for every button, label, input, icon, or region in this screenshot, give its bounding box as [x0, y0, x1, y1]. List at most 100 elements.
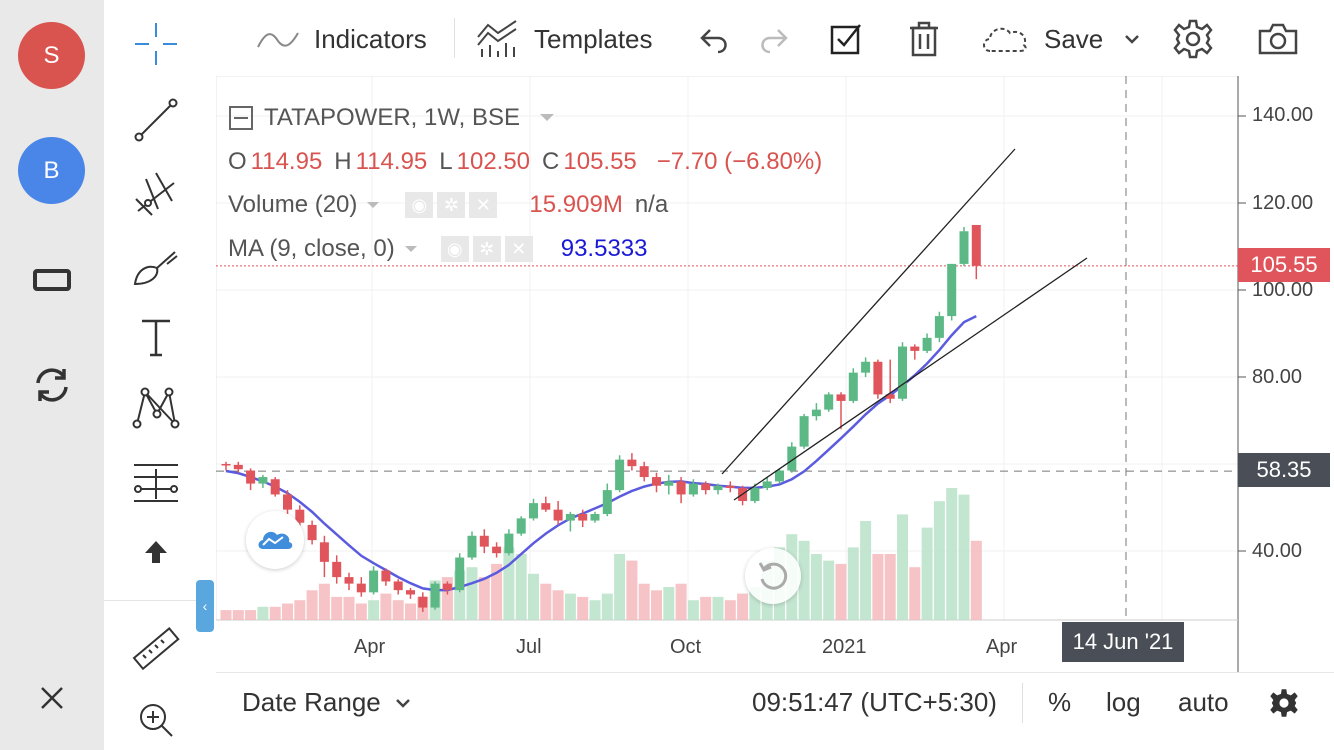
y-tick-label: 40.00 — [1252, 540, 1303, 562]
chart-settings-button[interactable] — [1268, 687, 1300, 726]
volume-bar — [847, 547, 859, 620]
candle-body — [947, 263, 957, 317]
volume-bar — [638, 583, 650, 620]
volume-bar — [909, 567, 921, 620]
save-dropdown-button[interactable] — [1122, 14, 1142, 64]
date-range-label: Date Range — [242, 687, 381, 717]
collapse-toolbar-button[interactable]: ‹ — [196, 580, 214, 632]
volume-bar — [466, 567, 478, 620]
select-button[interactable] — [828, 14, 864, 64]
screenshot-button[interactable] — [1256, 14, 1300, 64]
brush-icon[interactable] — [126, 237, 186, 297]
candle-body — [541, 503, 551, 510]
gear-icon — [1270, 689, 1298, 717]
volume-bar — [958, 494, 970, 620]
close-icon[interactable] — [22, 668, 82, 728]
candle-body — [836, 394, 846, 401]
candle-body — [873, 361, 883, 395]
gear-icon[interactable]: ✲ — [437, 192, 466, 218]
candle-body — [725, 485, 735, 488]
candle-body — [319, 542, 329, 562]
pitchfork-icon[interactable] — [126, 163, 186, 223]
volume-bar — [269, 606, 281, 620]
crosshair-icon[interactable] — [126, 14, 186, 74]
symbol-legend[interactable]: TATAPOWER, 1W, BSE — [228, 104, 556, 132]
close-icon[interactable]: ✕ — [469, 192, 498, 218]
x-tick-label: Oct — [670, 636, 702, 658]
ma-study-label: MA (9, close, 0) — [228, 235, 395, 262]
templates-icon — [477, 20, 517, 57]
trendline-icon[interactable] — [126, 90, 186, 150]
date-range-button[interactable]: Date Range — [242, 687, 413, 718]
volume-bar — [798, 540, 810, 620]
settings-button[interactable] — [1172, 14, 1214, 64]
indicators-button[interactable]: Indicators — [256, 14, 427, 64]
eye-icon[interactable]: ◉ — [440, 236, 469, 262]
redo-button[interactable] — [758, 14, 790, 64]
y-tick-label: 120.00 — [1252, 192, 1314, 214]
percent-scale-button[interactable]: % — [1048, 687, 1072, 717]
chevron-down-icon[interactable] — [403, 244, 419, 254]
volume-bar — [220, 610, 232, 620]
eye-icon[interactable]: ◉ — [405, 192, 434, 218]
x-tick-label: Apr — [354, 636, 386, 658]
text-icon[interactable] — [126, 307, 186, 367]
candle-body — [492, 546, 502, 554]
volume-bar — [318, 583, 330, 620]
volume-bar — [687, 600, 699, 620]
candle-body — [295, 509, 305, 523]
collapse-legend-icon[interactable] — [228, 105, 254, 131]
ma-legend[interactable]: MA (9, close, 0) ◉ ✲ ✕ 93.5333 — [228, 235, 648, 263]
candle-body — [885, 394, 895, 399]
volume-bar — [331, 596, 343, 620]
fib-icon[interactable] — [126, 452, 186, 512]
tradingview-logo[interactable] — [246, 511, 304, 569]
chevron-down-icon[interactable] — [365, 200, 381, 210]
undo-button[interactable] — [698, 14, 730, 64]
volume-bar — [884, 554, 896, 620]
candle-body — [627, 459, 637, 467]
log-scale-button[interactable]: log — [1106, 687, 1141, 717]
gear-icon[interactable]: ✲ — [472, 236, 501, 262]
crosshair-date-tag: 14 Jun '21 — [1062, 622, 1184, 662]
volume-bar — [454, 570, 466, 620]
delete-button[interactable] — [908, 14, 940, 64]
candle-body — [811, 409, 821, 417]
volume-bar — [405, 603, 416, 620]
window-icon[interactable] — [22, 255, 82, 305]
candle-body — [713, 485, 723, 491]
volume-bar — [294, 600, 306, 620]
price-chart[interactable] — [216, 76, 1334, 674]
volume-study-label: Volume (20) — [228, 191, 358, 218]
avatar-s[interactable]: S — [18, 22, 85, 89]
open-key: O — [228, 148, 247, 175]
volume-bar — [860, 521, 872, 620]
avatar-b[interactable]: B — [18, 137, 85, 204]
volume-bar — [663, 587, 675, 620]
candle-body — [898, 346, 907, 399]
volume-bar — [970, 540, 982, 620]
candle-body — [356, 583, 366, 593]
templates-button[interactable]: Templates — [476, 14, 653, 64]
arrow-up-icon[interactable] — [126, 522, 186, 582]
save-button[interactable]: Save — [980, 14, 1103, 64]
sync-icon[interactable] — [22, 360, 82, 410]
volume-bar — [835, 563, 847, 620]
chevron-down-icon[interactable] — [538, 112, 556, 124]
zoom-in-icon[interactable] — [126, 690, 186, 750]
candle-body — [762, 481, 772, 488]
clock-time[interactable]: 09:51:47 (UTC+5:30) — [752, 687, 997, 717]
volume-bar — [528, 573, 539, 620]
close-icon[interactable]: ✕ — [504, 236, 533, 262]
ruler-icon[interactable] — [126, 620, 186, 680]
pattern-icon[interactable] — [126, 377, 186, 437]
low-key: L — [439, 148, 453, 175]
volume-legend[interactable]: Volume (20) ◉ ✲ ✕ 15.909M n/a — [228, 191, 668, 219]
volume-bar — [749, 587, 761, 620]
auto-scale-button[interactable]: auto — [1178, 687, 1229, 717]
candle-body — [676, 481, 686, 495]
candle-body — [578, 514, 588, 521]
candle-body — [799, 416, 809, 447]
chevron-down-icon — [395, 698, 410, 708]
reset-chart-button[interactable] — [745, 548, 801, 604]
